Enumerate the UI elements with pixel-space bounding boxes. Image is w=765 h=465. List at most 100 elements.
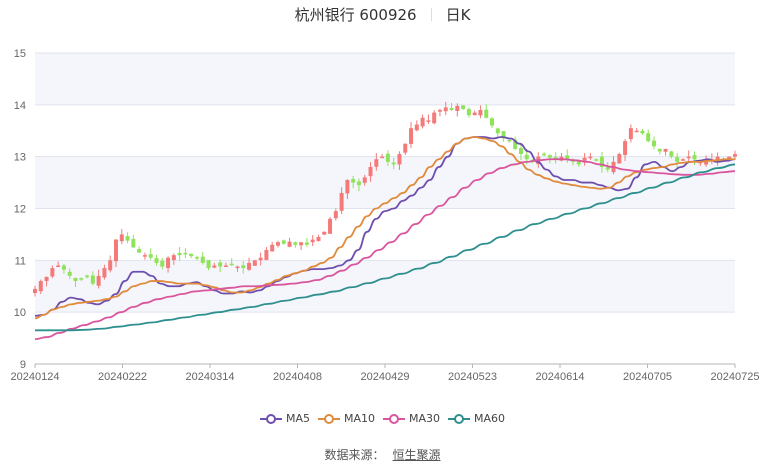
legend-label: MA10: [343, 412, 375, 425]
candle-up: [680, 159, 685, 161]
candle-down: [646, 133, 651, 142]
candle-up: [96, 275, 101, 286]
candle-up: [212, 265, 217, 268]
candle-down: [495, 128, 500, 134]
candle-down: [652, 140, 657, 147]
candle-down: [565, 155, 570, 160]
candle-down: [61, 265, 66, 270]
candle-up: [108, 260, 113, 271]
legend-label: MA30: [409, 412, 441, 425]
title-divider: [430, 8, 432, 21]
candle-down: [461, 105, 466, 109]
candle-up: [322, 231, 327, 235]
grid-band: [35, 260, 735, 313]
source-label: 数据来源：: [324, 448, 385, 462]
candle-up: [588, 156, 593, 159]
candle-up: [33, 288, 37, 293]
data-source: 数据来源： 恒生聚源: [0, 446, 765, 463]
candle-up: [119, 234, 124, 242]
candle-down: [189, 253, 194, 257]
ma-line-ma60: [35, 163, 736, 332]
legend-marker-icon: [259, 414, 282, 424]
legend-marker-icon: [448, 414, 471, 424]
legend-item-ma60[interactable]: MA60: [448, 412, 505, 425]
candle-up: [368, 167, 373, 177]
candle-down: [200, 256, 205, 263]
candle-down: [507, 139, 512, 142]
candle-up: [44, 276, 49, 282]
candle-down: [85, 275, 90, 278]
candle-up: [113, 239, 118, 262]
candle-up: [582, 157, 587, 163]
candle-down: [183, 252, 188, 255]
candle-down: [90, 275, 95, 284]
x-tick-label: 20240124: [11, 371, 60, 383]
legend-item-ma5[interactable]: MA5: [259, 412, 310, 425]
candle-up: [414, 124, 419, 131]
candle-down: [351, 178, 356, 183]
candle-down: [73, 277, 78, 282]
source-name[interactable]: 恒生聚源: [392, 448, 441, 462]
candle-up: [275, 242, 280, 246]
candle-down: [391, 162, 396, 165]
candle-down: [218, 262, 223, 267]
candle-up: [166, 257, 171, 269]
candle-down: [241, 265, 246, 269]
legend-item-ma30[interactable]: MA30: [383, 412, 440, 425]
candle-up: [270, 244, 275, 252]
candle-down: [137, 249, 142, 253]
candle-down: [490, 118, 495, 126]
candle-up: [472, 112, 477, 116]
grid-band: [35, 53, 735, 105]
candle-up: [333, 211, 338, 219]
period-label[interactable]: 日K: [445, 6, 471, 24]
candle-up: [328, 218, 333, 234]
candle-down: [131, 239, 136, 248]
y-tick-label: 12: [14, 204, 26, 216]
candle-up: [617, 154, 622, 164]
candle-up: [345, 179, 350, 194]
candle-down: [501, 131, 506, 139]
candle-up: [420, 117, 425, 127]
x-tick-label: 20240523: [448, 371, 497, 383]
candle-up: [38, 281, 43, 292]
candle-down: [125, 236, 130, 241]
candle-down: [177, 252, 182, 256]
candle-up: [252, 260, 257, 266]
candle-down: [576, 161, 581, 165]
candle-down: [605, 167, 610, 170]
candle-up: [362, 177, 367, 183]
candle-up: [403, 143, 408, 153]
candle-down: [599, 156, 604, 168]
candle-up: [316, 237, 321, 242]
candle-up: [686, 156, 691, 159]
legend-item-ma10[interactable]: MA10: [317, 412, 375, 425]
candle-up: [264, 249, 269, 260]
candle-down: [356, 181, 361, 186]
candle-down: [304, 242, 309, 245]
candlestick-chart[interactable]: 9 10 11 12 13 14 15 20240124 20240222 20240314 202…: [0, 0, 765, 410]
candle-down: [206, 260, 211, 269]
candle-down: [553, 156, 558, 160]
candle-down: [293, 242, 298, 245]
candle-down: [524, 154, 529, 160]
candle-down: [692, 155, 697, 160]
candle-up: [374, 159, 379, 167]
candle-up: [623, 141, 628, 155]
x-tick-label: 20240429: [361, 371, 410, 383]
candle-up: [733, 154, 737, 157]
candle-down: [154, 258, 159, 263]
candle-down: [513, 139, 518, 149]
ma-line-ma5: [34, 136, 736, 317]
chart-title: 杭州银行 600926 日K: [0, 4, 765, 28]
candle-up: [704, 159, 709, 165]
y-tick-label: 15: [14, 48, 26, 60]
candle-down: [484, 109, 489, 118]
candle-up: [223, 265, 228, 268]
candle-down: [594, 159, 599, 161]
candle-up: [397, 154, 402, 165]
candle-up: [443, 107, 448, 112]
candle-up: [287, 241, 292, 247]
candle-up: [455, 105, 460, 111]
candle-down: [542, 153, 547, 156]
